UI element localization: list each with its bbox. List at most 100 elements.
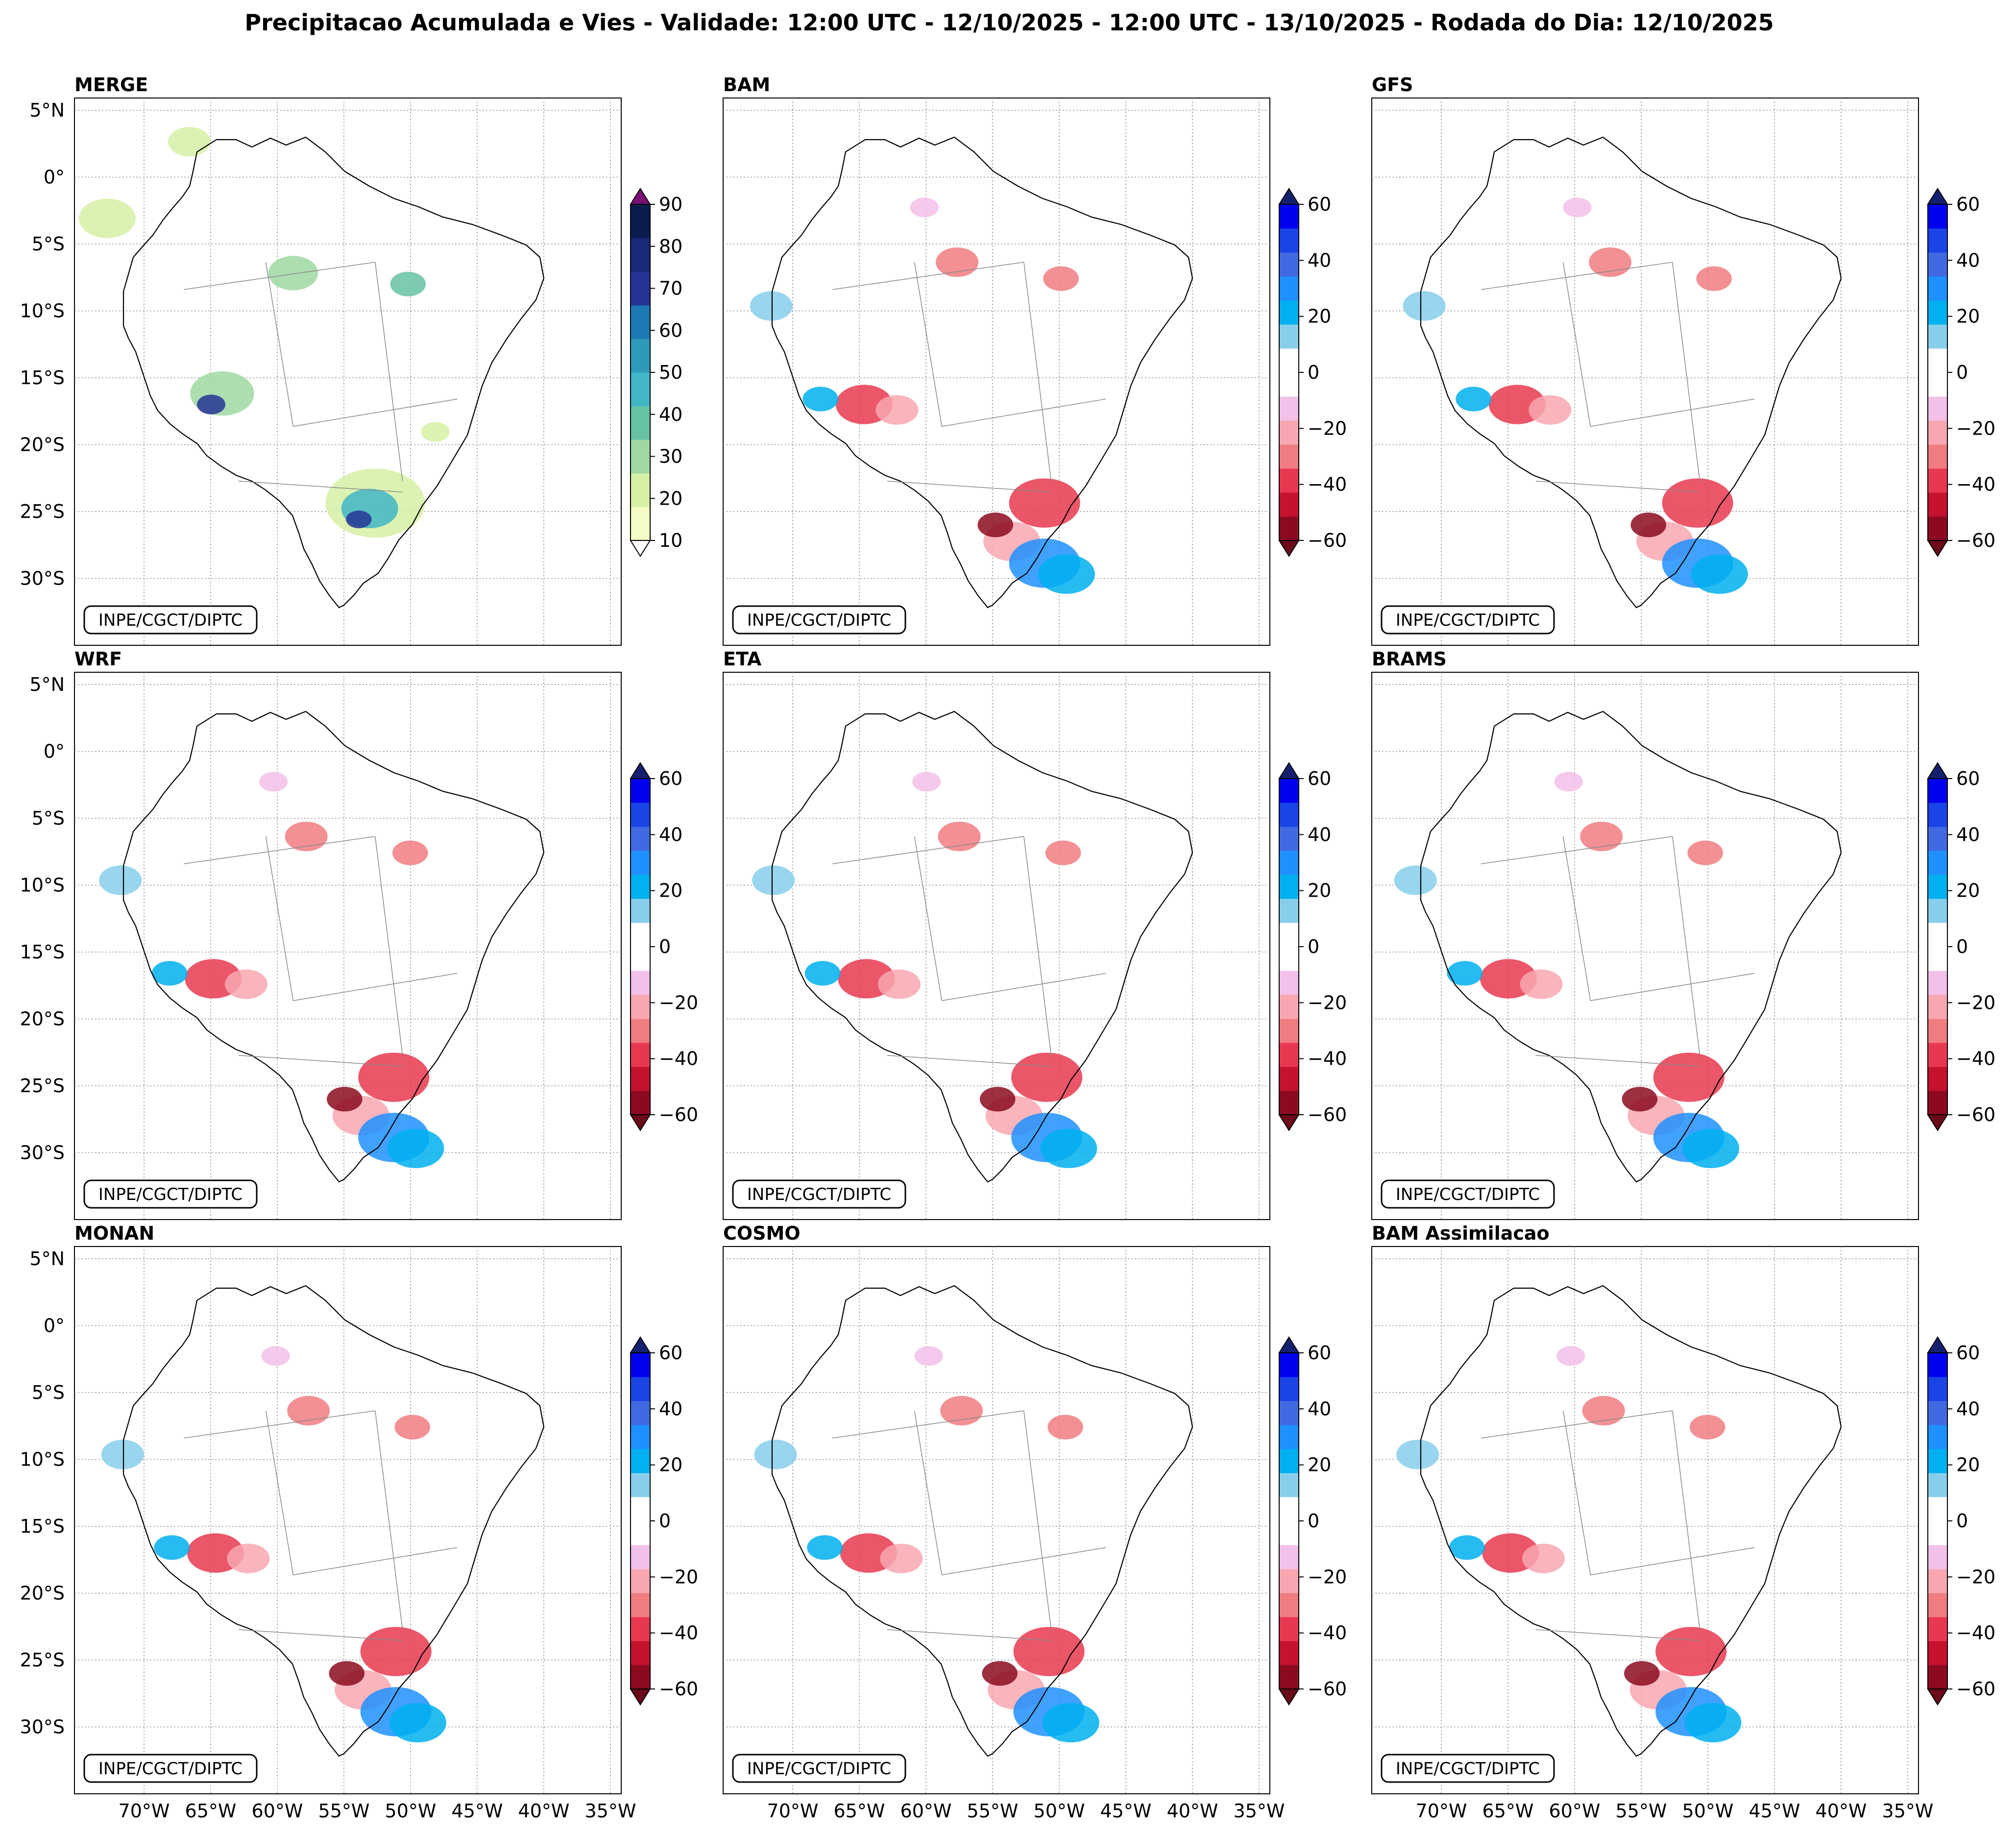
colorbar-segment [1279,1019,1299,1043]
colorbar-tick-label: −40 [659,1048,698,1070]
lon-tick-label: 35°W [1234,1800,1285,1822]
field-blob [1655,1627,1727,1676]
field-blob [1563,197,1592,218]
colorbar-top-arrow [630,762,651,779]
field-blob [910,197,939,218]
state-border [942,973,1106,1001]
colorbar-segment [1928,1067,1947,1091]
colorbar-segment [631,305,650,339]
colorbar-segment [1928,396,1947,421]
field-blob [1684,1703,1742,1743]
colorbar-tick-label: 30 [659,446,682,467]
colorbar-merge: 90 80 70 60 50 40 30 20 10 [630,188,682,557]
colorbar-segment [1279,1569,1299,1593]
colorbar-bottom-arrow [1278,1688,1300,1706]
lon-tick-label: 50°W [385,1800,437,1822]
colorbar-tick-label: −20 [1308,992,1347,1013]
colorbar-segment [631,1067,650,1091]
colorbar-tick-label: −60 [1956,1104,1995,1125]
field-blob [101,1440,144,1469]
lat-tick-label: 20°S [20,1008,65,1030]
field-blob [268,256,318,291]
field-blob [979,1087,1016,1112]
colorbar-bottom-arrow [1278,1114,1300,1131]
field-blob [982,1661,1018,1686]
field-blob [346,510,372,529]
colorbar-tick-label: 60 [659,319,682,341]
colorbar-segment [1928,947,1947,971]
colorbar-segment [631,1353,650,1377]
colorbar-segment [1928,971,1947,995]
field-blob [151,961,188,986]
panel-title-gfs: GFS [1372,74,1413,96]
map-gfs: INPE/CGCT/DIPTC [1371,98,1919,646]
colorbar-tick-label: 40 [659,824,682,845]
colorbar-tick-label: −20 [1308,417,1347,439]
lat-tick-label: 0° [44,1315,65,1337]
panel-brams: BRAMS INPE/CGCT/DIPTC 60 40 20 0 −20 −40 −60 [1371,648,1995,1220]
colorbar-segment [1279,923,1299,947]
colorbar-segment [1279,1091,1299,1115]
state-border [1590,1547,1755,1575]
colorbar-segment [631,238,650,272]
colorbar-tick-label: −60 [1956,1678,1995,1700]
lat-tick-label: 25°S [20,1075,65,1097]
map-bam-assim: INPE/CGCT/DIPTC [1371,1246,1919,1794]
colorbar-tick-label: 20 [659,1454,682,1476]
colorbar-segment [1279,1401,1299,1425]
lat-tick-label: 20°S [20,1583,65,1604]
colorbar-segment [631,339,650,373]
colorbar-tick-label: 60 [1308,1342,1331,1364]
colorbar-segment [631,1401,650,1425]
field-blob [224,969,267,999]
colorbar-tick-label: −40 [1308,474,1347,495]
state-border [238,1055,403,1067]
state-border [1535,1629,1700,1641]
colorbar-segment [1928,1497,1947,1521]
colorbar-segment [1279,492,1299,517]
credit-box: INPE/CGCT/DIPTC [1381,1179,1555,1209]
state-border [1535,1055,1700,1067]
colorbar-tick-label: −40 [1956,1622,1995,1644]
colorbar-tick-label: −40 [1308,1048,1347,1070]
colorbar-tick-label: −20 [1308,1566,1347,1588]
colorbar-segment [631,923,650,947]
colorbar-segment [1279,444,1299,469]
state-border [832,262,1024,290]
credit-text: INPE/CGCT/DIPTC [98,611,243,630]
colorbar-segment [631,406,650,440]
credit-text: INPE/CGCT/DIPTC [98,1185,243,1204]
colorbar-top-arrow [630,1336,651,1353]
colorbar-segment [1279,779,1299,803]
colorbar-tick-label: −60 [1308,1104,1347,1125]
colorbar-segment [1928,1019,1947,1043]
colorbar-segment [1928,324,1947,349]
field-blob [977,513,1014,538]
field-blob [227,1543,270,1573]
colorbar-segment [631,204,650,239]
panel-title-wrf: WRF [74,648,122,670]
colorbar-segment [1928,252,1947,277]
panels-grid: MERGE INPE/CGCT/DIPTC 5°N 0° 5°S 10°S 15°S 20°S… [20,74,1996,1822]
credit-text: INPE/CGCT/DIPTC [747,1759,891,1779]
field-blob [940,1395,983,1426]
colorbar-top-arrow [1278,1336,1300,1353]
lon-tick-label: 55°W [967,1800,1019,1822]
colorbar-segment [1279,947,1299,971]
state-border [265,836,294,1001]
state-border [942,398,1106,427]
colorbar-cosmo: 60 40 20 0 −20 −40 −60 [1278,1336,1347,1706]
colorbar-segment [631,1593,650,1617]
colorbar-tick-label: 60 [1956,768,1980,789]
field-blob [392,840,428,865]
field-blob [329,1661,365,1686]
colorbar-bottom-arrow [1927,1114,1948,1131]
colorbar-segment [1279,899,1299,923]
colorbar-tick-label: 40 [1308,1398,1331,1419]
colorbar-segment [1928,1521,1947,1545]
field-blob [360,1627,432,1676]
field-blob [804,961,841,986]
field-blob [1038,554,1095,594]
colorbar-segment [1928,1353,1947,1377]
colorbar-segment [1928,1401,1947,1425]
